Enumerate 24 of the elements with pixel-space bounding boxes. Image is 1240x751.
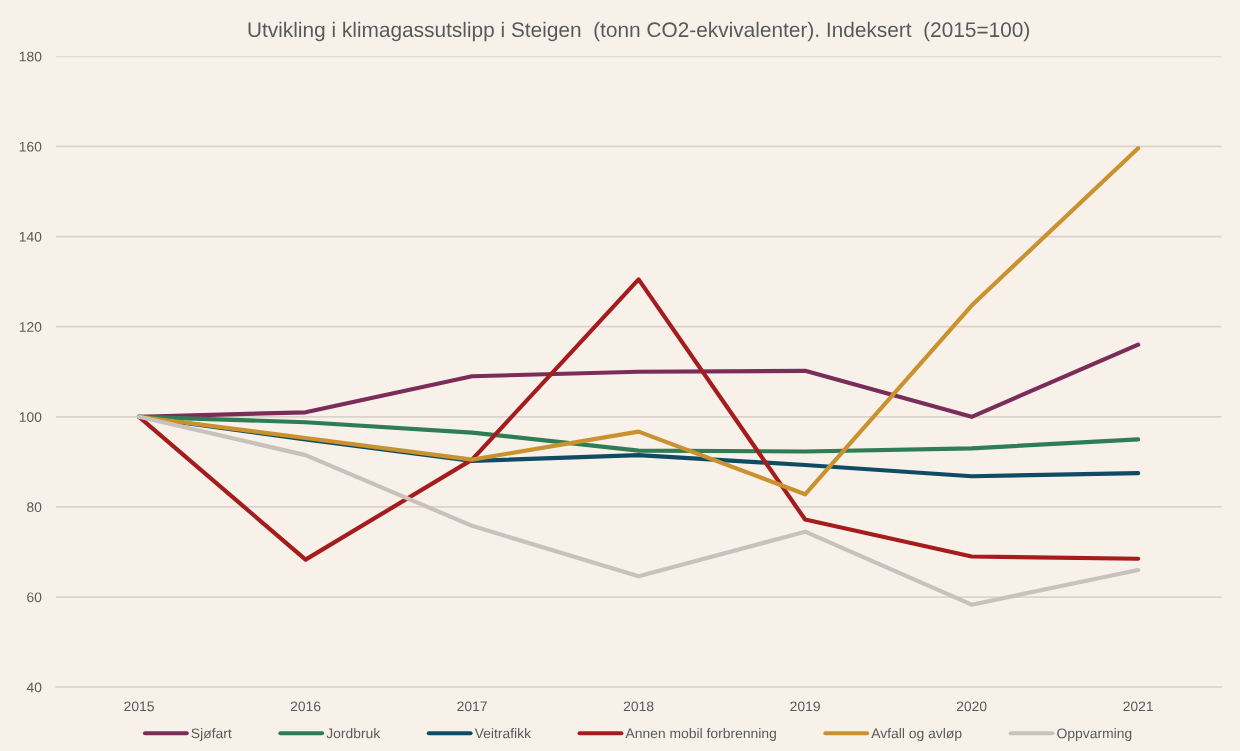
x-tick-label: 2018 [623,701,654,712]
y-tick-label: 160 [19,141,42,152]
y-tick-label: 80 [27,502,42,513]
y-tick-label: 40 [26,682,42,693]
legend-label: Annen mobil forbrenning [625,728,776,741]
x-tick-label: 2019 [790,701,820,712]
x-tick-label: 2021 [1123,701,1153,712]
line-series [136,414,1141,607]
x-tick-label: 2020 [956,701,987,712]
legend-label: Oppvarming [1057,728,1132,741]
y-tick-label: 60 [27,592,42,603]
x-tick-label: 2016 [290,701,321,712]
legend-label: Jordbruk [326,728,381,739]
y-tick-label: 180 [19,51,42,62]
x-tick-label: 2017 [457,701,487,712]
chart-title: Utvikling i klimagassutslipp i Steigen (tonn CO2-ekvivalenter). Indeksert (2015=100) [248,21,1030,42]
legend-label: Avfall og avløp [871,728,962,741]
y-tick-label: 120 [19,322,42,332]
y-tick-label: 140 [19,231,42,242]
x-tick-label: 2015 [124,701,154,712]
legend-label: Sjøfart [191,728,232,741]
legend-label: Veitrafikk [474,728,532,739]
line-series [136,277,1141,562]
y-tick-label: 100 [19,412,42,422]
